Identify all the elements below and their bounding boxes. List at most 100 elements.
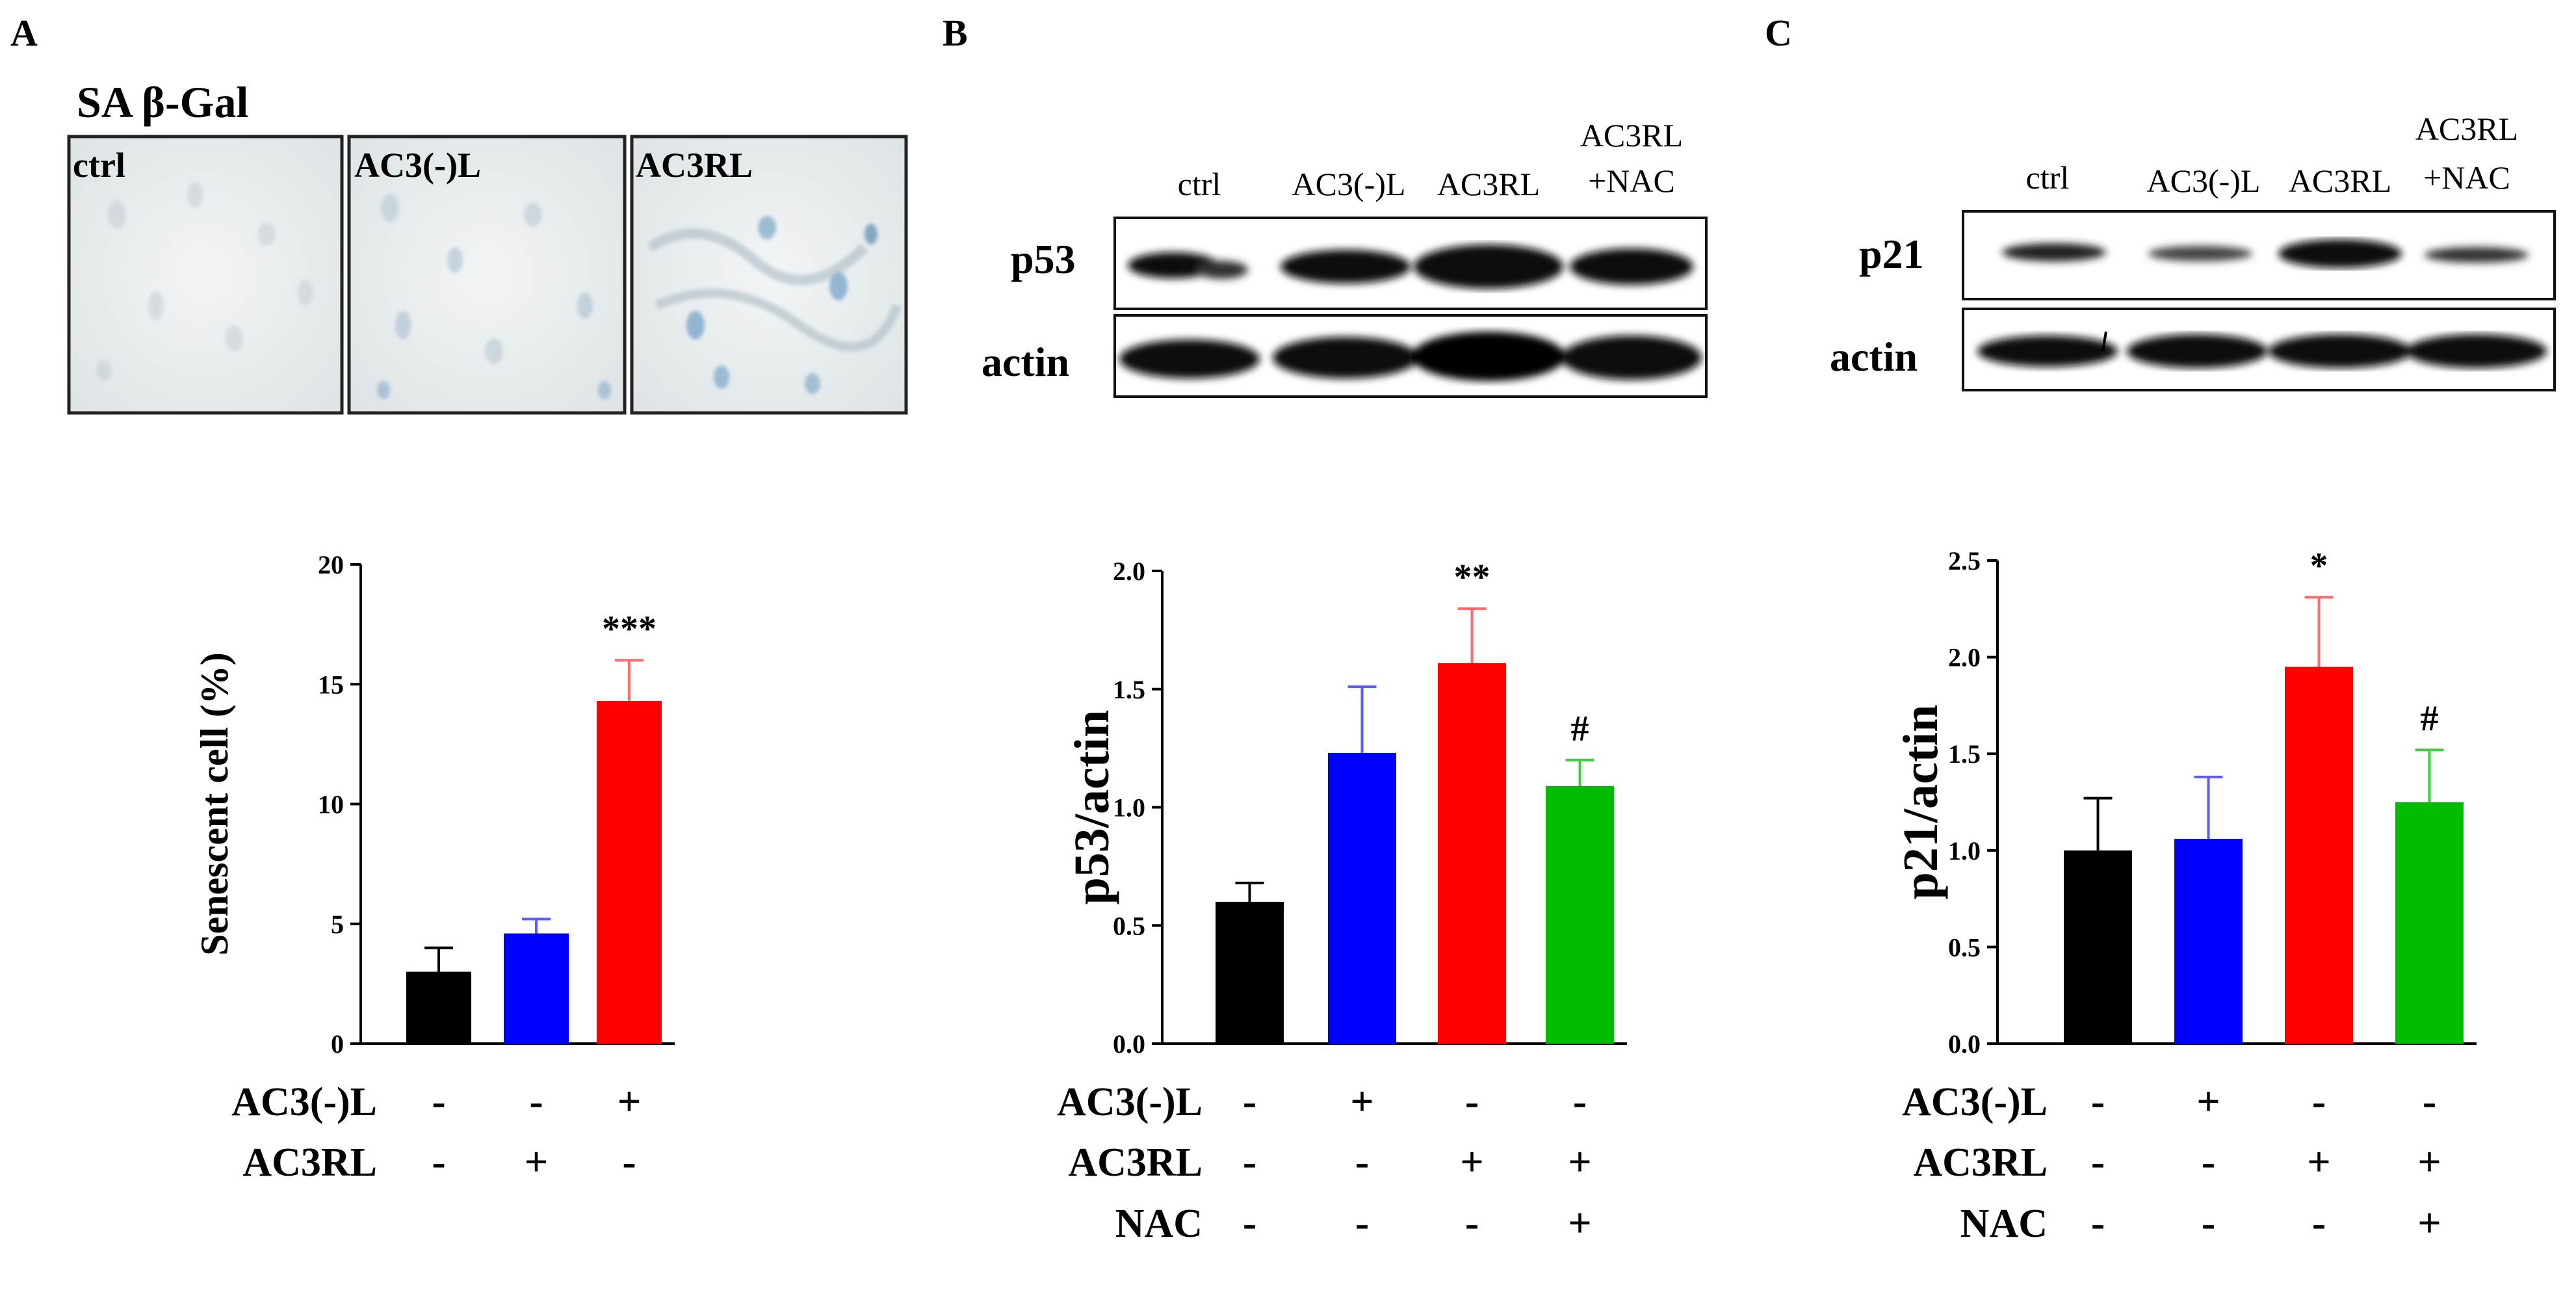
blot-label-p21: p21 [1859, 231, 1924, 277]
lane-label: AC3RL [2415, 111, 2518, 147]
y-tick-label: 0.5 [1948, 932, 1981, 962]
y-tick-label: 0.0 [1948, 1029, 1981, 1059]
chart-senescent-cells: 0 5 10 15 20 Senescent cell (%) *** AC3(-)L - - + A… [193, 550, 675, 1185]
treatment-sign: - [1243, 1200, 1256, 1246]
bar-ac3rl [2285, 667, 2353, 1044]
treatment-sign: + [2417, 1200, 2441, 1246]
y-tick-label: 2.0 [1113, 557, 1145, 586]
treatment-label: AC3(-)L [231, 1080, 377, 1124]
treatment-sign: - [2312, 1078, 2326, 1124]
treatment-sign: + [1568, 1139, 1591, 1185]
significance-marker: # [1571, 709, 1589, 749]
treatment-sign: - [2202, 1139, 2215, 1185]
y-tick-label: 15 [318, 670, 344, 699]
treatment-label: AC3(-)L [1057, 1080, 1203, 1124]
treatment-sign: + [2307, 1139, 2330, 1185]
treatment-label: NAC [1115, 1202, 1203, 1246]
panel-b-letter: B [943, 12, 968, 54]
blot-p53 [1113, 217, 1708, 310]
image-label-ac3rl: AC3RL [636, 146, 753, 185]
treatment-sign: - [1243, 1078, 1256, 1124]
cell-cluster [647, 216, 902, 394]
treatment-label: AC3RL [242, 1141, 377, 1185]
significance-marker: ** [1454, 557, 1490, 598]
treatment-sign: - [529, 1078, 543, 1124]
y-tick-label: 0.0 [1113, 1029, 1145, 1059]
treatment-sign: - [1355, 1200, 1369, 1246]
lane-label: AC3(-)L [1292, 166, 1406, 202]
treatment-sign: - [1465, 1200, 1479, 1246]
panel-a-letter: A [10, 12, 38, 54]
microscopy-panel-ac3rl: AC3RL [630, 135, 908, 415]
y-tick-label: 1.0 [1113, 793, 1145, 823]
treatment-label: AC3(-)L [1902, 1080, 2048, 1124]
y-axis-label: p21/actin [1893, 705, 1948, 900]
treatment-sign: - [2091, 1139, 2105, 1185]
blot-label-actin-b: actin [982, 339, 1069, 385]
y-tick-label: 20 [318, 550, 344, 579]
microscopy-panel-ctrl: ctrl [67, 135, 344, 415]
treatment-sign: - [2091, 1200, 2105, 1246]
treatment-sign: + [1460, 1139, 1483, 1185]
bar-ctrl [406, 971, 471, 1044]
treatment-sign: - [432, 1139, 445, 1185]
bar-ac3rl-nac [1546, 786, 1614, 1044]
bar-ac3-l [504, 933, 569, 1044]
bar-ctrl [2064, 850, 2132, 1044]
treatment-sign: - [1573, 1078, 1587, 1124]
treatment-sign: + [2417, 1139, 2441, 1185]
treatment-label: AC3RL [1068, 1141, 1203, 1185]
bar-ac3-l [1328, 752, 1396, 1044]
y-tick-label: 10 [318, 790, 344, 819]
treatment-label: AC3RL [1913, 1141, 2048, 1185]
treatment-sign: + [618, 1078, 641, 1124]
treatment-sign: - [622, 1139, 636, 1185]
lane-label: AC3RL [1437, 166, 1540, 202]
lane-label: +NAC [1588, 163, 1675, 199]
blot-label-actin-c: actin [1830, 334, 1918, 380]
treatment-sign: - [2202, 1200, 2215, 1246]
y-axis-label: p53/actin [1065, 710, 1119, 905]
treatment-label: NAC [1960, 1202, 2048, 1246]
blot-c-lane-labels: ctrl AC3(-)L AC3RL AC3RL +NAC [2026, 111, 2519, 199]
bar-ac3rl [1438, 663, 1506, 1044]
treatment-sign: + [1568, 1200, 1591, 1246]
treatment-sign: + [2196, 1078, 2220, 1124]
significance-marker: *** [602, 609, 657, 649]
lane-label: AC3(-)L [2147, 163, 2261, 199]
lane-label: AC3RL [1580, 117, 1683, 153]
image-label-ctrl: ctrl [73, 146, 125, 185]
image-label-ac3l: AC3(-)L [354, 146, 481, 185]
blot-p21 [1962, 210, 2556, 300]
treatment-sign: - [2423, 1078, 2436, 1124]
lane-label: AC3RL [2289, 163, 2391, 199]
blot-b-lane-labels: ctrl AC3(-)L AC3RL AC3RL +NAC [1178, 117, 1684, 202]
cell-cluster [96, 182, 313, 381]
treatment-sign: - [432, 1078, 445, 1124]
treatment-sign: - [2312, 1200, 2326, 1246]
y-tick-label: 2.0 [1948, 643, 1981, 672]
lane-label: ctrl [2026, 159, 2070, 196]
y-axis-label: Senescent cell (%) [193, 652, 236, 956]
y-tick-label: 0 [331, 1029, 344, 1059]
y-tick-label: 2.5 [1948, 546, 1981, 575]
y-tick-label: 1.5 [1948, 739, 1981, 769]
blot-actin-c [1962, 308, 2556, 391]
y-tick-label: 1.5 [1113, 675, 1145, 704]
significance-marker: # [2421, 698, 2439, 739]
blot-actin-b [1113, 314, 1708, 398]
bar-ac3rl-nac [2395, 802, 2464, 1044]
treatment-sign: + [1350, 1078, 1373, 1124]
y-tick-label: 1.0 [1948, 836, 1981, 865]
treatment-sign: + [525, 1139, 548, 1185]
stain-title: SA β-Gal [77, 77, 248, 127]
lane-label: +NAC [2423, 159, 2510, 196]
treatment-sign: - [1243, 1139, 1256, 1185]
bar-ctrl [1216, 901, 1284, 1044]
y-tick-label: 0.5 [1113, 911, 1145, 940]
blot-artifact [2101, 331, 2107, 352]
panel-c-letter: C [1765, 12, 1792, 54]
